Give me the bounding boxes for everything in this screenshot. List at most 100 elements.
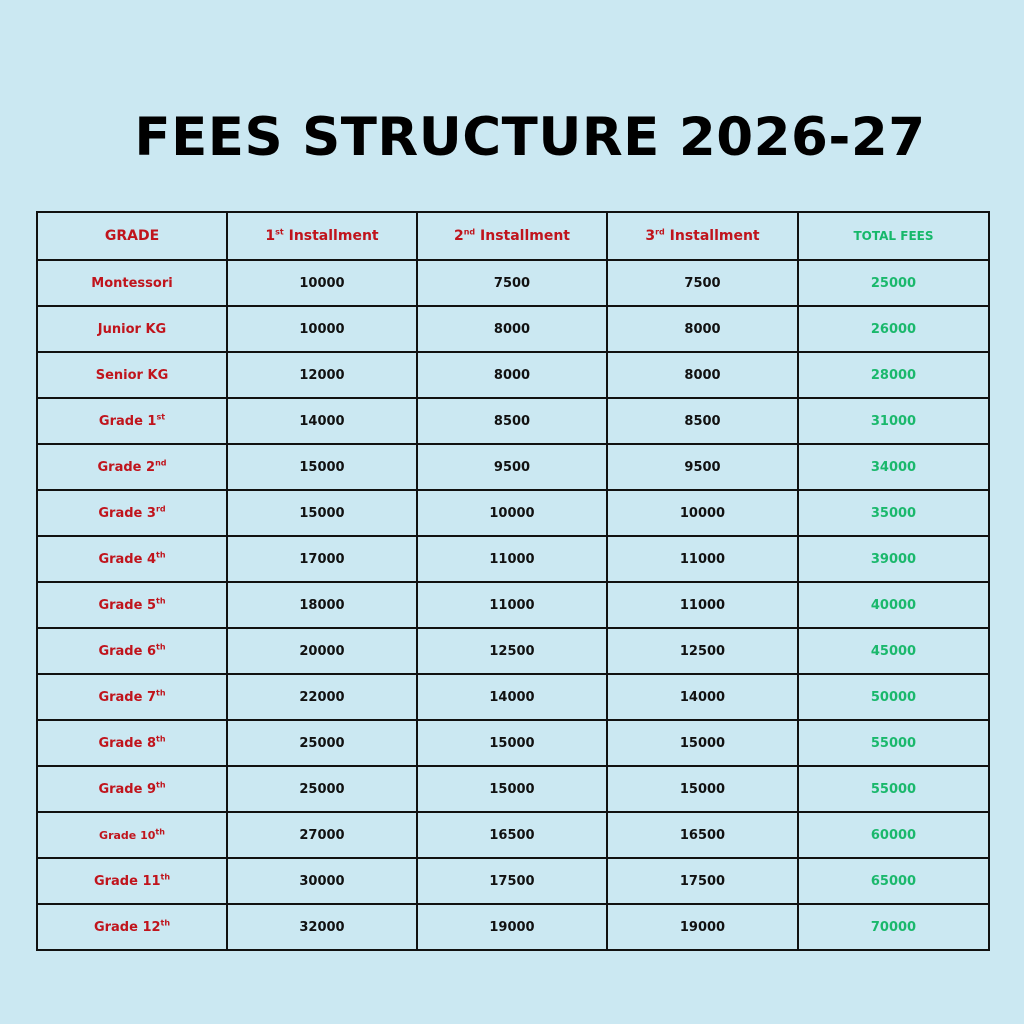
grade-cell: Grade 12th [36,903,228,951]
header-installment-1-num: 1 [265,228,276,244]
installment-1-cell: 18000 [226,581,418,629]
grade-ordinal: th [160,872,171,882]
installment-3-cell: 19000 [606,903,799,951]
table-row: Grade 6th 20000 12500 12500 45000 [36,627,990,675]
installment-1-cell: 12000 [226,351,418,399]
installment-1-cell: 27000 [226,811,418,859]
table-row: Grade 4th 17000 11000 11000 39000 [36,535,990,583]
grade-name: Grade 5 [98,597,157,613]
grade-cell: Grade 2nd [36,443,228,491]
grade-cell: Grade 10th [36,811,228,859]
table-row: Grade 9th 25000 15000 15000 55000 [36,765,990,813]
grade-cell: Grade 4th [36,535,228,583]
header-installment-2: 2nd Installment [416,211,608,261]
grade-name: Montessori [91,275,173,291]
total-fees-cell: 70000 [797,903,990,951]
table-row: Grade 7th 22000 14000 14000 50000 [36,673,990,721]
installment-3-cell: 14000 [606,673,799,721]
grade-cell: Senior KG [36,351,228,399]
total-fees-cell: 50000 [797,673,990,721]
total-fees-cell: 35000 [797,489,990,537]
grade-ordinal: th [160,918,171,928]
header-installment-1-label: Installment [283,228,379,244]
grade-cell: Grade 3rd [36,489,228,537]
installment-2-cell: 8500 [416,397,608,445]
installment-1-cell: 30000 [226,857,418,905]
grade-name: Grade 12 [93,919,161,935]
table-row: Senior KG 12000 8000 8000 28000 [36,351,990,399]
table-row: Grade 3rd 15000 10000 10000 35000 [36,489,990,537]
grade-ordinal: th [156,688,166,698]
header-installment-3-sup: rd [655,227,665,237]
installment-1-cell: 15000 [226,489,418,537]
header-grade: GRADE [36,211,228,261]
installment-2-cell: 10000 [416,489,608,537]
grade-name: Junior KG [97,321,167,337]
installment-3-cell: 11000 [606,581,799,629]
grade-cell: Grade 5th [36,581,228,629]
header-total-fees: TOTAL FEES [797,211,990,261]
header-installment-2-label: Installment [475,228,571,244]
total-fees-cell: 45000 [797,627,990,675]
header-installment-3-label: Installment [664,228,760,244]
total-fees-cell: 25000 [797,259,990,307]
total-fees-cell: 31000 [797,397,990,445]
page-title: FEES STRUCTURE 2026-27 [134,107,926,168]
installment-1-cell: 10000 [226,259,418,307]
grade-cell: Junior KG [36,305,228,353]
grade-name: Grade 1 [98,413,157,429]
grade-name: Grade 11 [93,873,161,889]
header-installment-3-num: 3 [645,228,656,244]
total-fees-cell: 39000 [797,535,990,583]
grade-cell: Montessori [36,259,228,307]
grade-ordinal: rd [155,504,166,514]
installment-1-cell: 32000 [226,903,418,951]
installment-2-cell: 12500 [416,627,608,675]
installment-2-cell: 19000 [416,903,608,951]
installment-1-cell: 20000 [226,627,418,675]
grade-name: Grade 3 [98,505,156,521]
installment-1-cell: 14000 [226,397,418,445]
installment-3-cell: 11000 [606,535,799,583]
grade-cell: Grade 8th [36,719,228,767]
grade-name: Grade 2 [97,459,156,475]
grade-cell: Grade 1st [36,397,228,445]
installment-3-cell: 16500 [606,811,799,859]
grade-ordinal: th [156,734,166,744]
total-fees-cell: 55000 [797,719,990,767]
table-row: Grade 2nd 15000 9500 9500 34000 [36,443,990,491]
installment-3-cell: 8000 [606,351,799,399]
installment-3-cell: 7500 [606,259,799,307]
installment-3-cell: 15000 [606,719,799,767]
installment-2-cell: 8000 [416,351,608,399]
table-row: Grade 12th 32000 19000 19000 70000 [36,903,990,951]
installment-2-cell: 11000 [416,581,608,629]
grade-ordinal: th [156,550,166,560]
installment-2-cell: 17500 [416,857,608,905]
grade-ordinal: nd [155,458,167,468]
installment-2-cell: 7500 [416,259,608,307]
installment-1-cell: 15000 [226,443,418,491]
installment-2-cell: 15000 [416,765,608,813]
installment-3-cell: 15000 [606,765,799,813]
grade-name: Grade 10 [99,828,156,842]
grade-cell: Grade 11th [36,857,228,905]
header-installment-2-num: 2 [453,228,464,244]
installment-2-cell: 14000 [416,673,608,721]
header-installment-2-sup: nd [463,227,476,237]
table-row: Grade 5th 18000 11000 11000 40000 [36,581,990,629]
header-installment-1: 1st Installment [226,211,418,261]
installment-3-cell: 10000 [606,489,799,537]
grade-ordinal: th [156,780,166,790]
total-fees-cell: 60000 [797,811,990,859]
grade-name: Grade 6 [98,643,157,659]
installment-2-cell: 9500 [416,443,608,491]
total-fees-cell: 40000 [797,581,990,629]
grade-ordinal: th [156,642,166,652]
installment-1-cell: 25000 [226,719,418,767]
installment-2-cell: 8000 [416,305,608,353]
total-fees-cell: 55000 [797,765,990,813]
installment-2-cell: 15000 [416,719,608,767]
installment-3-cell: 9500 [606,443,799,491]
